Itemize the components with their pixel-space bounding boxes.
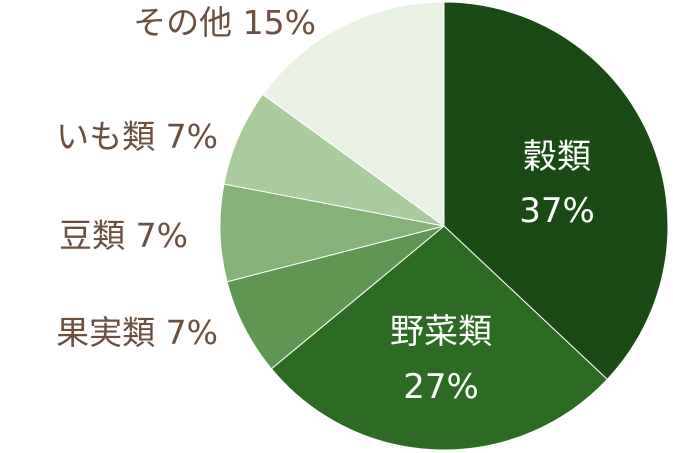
- slice-label-outside: 果実類 7%: [56, 313, 218, 352]
- pie-slice-1: [443, 1, 669, 381]
- slice-label-outside: いも類 7%: [56, 117, 218, 156]
- slice-label-name: 野菜類: [390, 312, 492, 352]
- slice-label-outside: その他 15%: [133, 3, 316, 42]
- pie-slices: [219, 1, 669, 451]
- slice-label-outside: 豆類 7%: [59, 216, 188, 255]
- pie-slice-2: [270, 225, 608, 451]
- slice-label-value: 37%: [519, 191, 595, 231]
- pie-slice-6: [262, 1, 445, 227]
- pie-labels: 穀類 37% 野菜類 27% 果実類 7% 豆類 7% いも類 7% その他 15%: [56, 3, 595, 407]
- slice-label-value: 27%: [403, 367, 479, 407]
- slice-label-name: 穀類: [523, 137, 591, 177]
